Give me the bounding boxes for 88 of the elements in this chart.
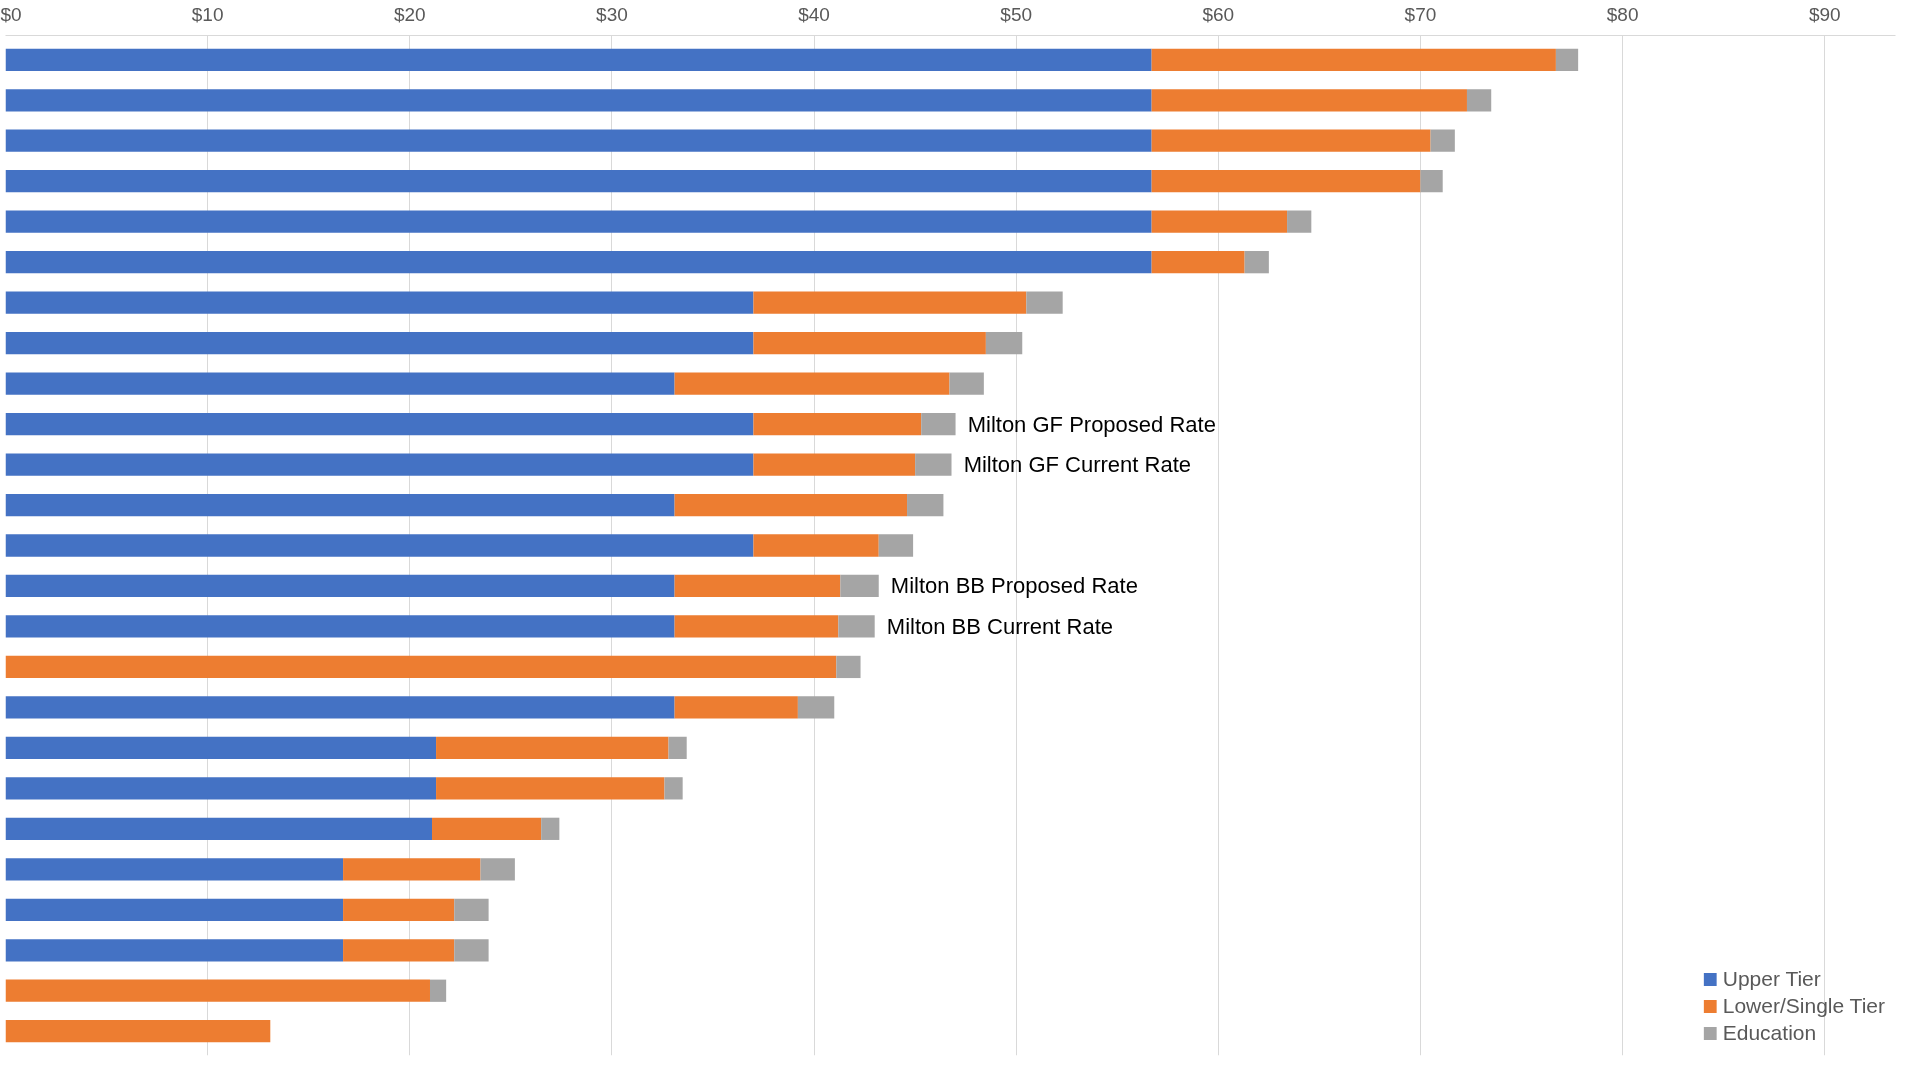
bar: [5, 777, 437, 800]
bar: [5, 48, 1152, 71]
x-tick-label: $90: [1808, 3, 1841, 25]
bar: [5, 493, 675, 517]
x-tick-label: $80: [1606, 3, 1639, 25]
x-tick-label: $0: [0, 3, 22, 25]
bar: [5, 412, 754, 436]
bar: [907, 493, 944, 517]
y-tick-label: Milton GF Current Rate: [963, 452, 1192, 478]
legend-label: Upper Tier: [1722, 967, 1821, 991]
bar: [541, 817, 560, 840]
bar: [1420, 170, 1443, 193]
bar: [674, 696, 798, 719]
bar: [915, 453, 952, 476]
bar: [5, 939, 344, 962]
y-tick-label: Milton BB Proposed Rate: [890, 573, 1138, 599]
bar: [436, 736, 669, 760]
bar: [797, 696, 835, 719]
bar: [1555, 48, 1579, 71]
bar: [1244, 251, 1269, 274]
x-tick-label: $70: [1404, 3, 1437, 25]
bar: [5, 89, 1152, 112]
bar: [343, 939, 455, 962]
bar: [674, 493, 908, 517]
bar: [949, 372, 984, 395]
legend-label: Lower/Single Tier: [1722, 994, 1885, 1018]
bar: [840, 574, 879, 598]
bar: [674, 615, 839, 638]
bar: [668, 736, 687, 760]
x-tick-label: $60: [1202, 3, 1235, 25]
bar: [436, 777, 665, 800]
bar: [753, 453, 916, 476]
x-tick-label: $50: [1000, 3, 1033, 25]
bar: [674, 574, 841, 598]
bar: [343, 858, 481, 881]
bar: [1466, 89, 1492, 112]
bar: [753, 331, 986, 355]
legend-label: Education: [1722, 1021, 1817, 1045]
bar: [878, 534, 914, 557]
bar: [5, 331, 754, 355]
bar: [432, 817, 542, 840]
bar: [1151, 210, 1288, 233]
bar: [985, 331, 1023, 355]
bar: [1026, 291, 1063, 314]
bar: [5, 979, 430, 1002]
bar: [1430, 129, 1455, 152]
bar: [343, 898, 455, 921]
bar: [5, 291, 754, 314]
bar: [1151, 170, 1421, 193]
bar: [5, 170, 1152, 193]
bar: [1151, 89, 1467, 112]
bar: [5, 858, 344, 881]
bar: [5, 372, 675, 395]
bar: [5, 817, 433, 840]
x-tick-label: $10: [191, 3, 224, 25]
bar: [5, 655, 837, 679]
bar: [454, 939, 489, 962]
bar: [664, 777, 683, 800]
bar: [921, 412, 956, 436]
bar: [674, 372, 950, 395]
bar: [1151, 129, 1431, 152]
bar: [838, 615, 875, 638]
bar: [836, 655, 861, 679]
bar: [1151, 251, 1245, 274]
bar: [5, 251, 1152, 274]
bar: [480, 858, 515, 881]
x-tick-label: $20: [393, 3, 426, 25]
bar: [5, 534, 754, 557]
bar: [5, 129, 1152, 152]
bar: [753, 412, 922, 436]
bar: [5, 736, 437, 760]
bar: [753, 291, 1027, 314]
bar: [5, 696, 675, 719]
bar: [5, 898, 344, 921]
bar: [1151, 48, 1556, 71]
bar: [5, 615, 675, 638]
y-tick-label: Milton BB Current Rate: [886, 613, 1114, 639]
bar: [5, 210, 1152, 233]
y-tick-label: Milton GF Proposed Rate: [967, 411, 1216, 437]
bar: [5, 574, 675, 598]
bar: [5, 453, 754, 476]
bar: [1287, 210, 1312, 233]
bar: [753, 534, 879, 557]
bar: [429, 979, 447, 1002]
bar: [454, 898, 489, 921]
bar: [5, 1020, 271, 1043]
x-tick-label: $40: [798, 3, 830, 25]
x-tick-label: $30: [596, 3, 628, 25]
